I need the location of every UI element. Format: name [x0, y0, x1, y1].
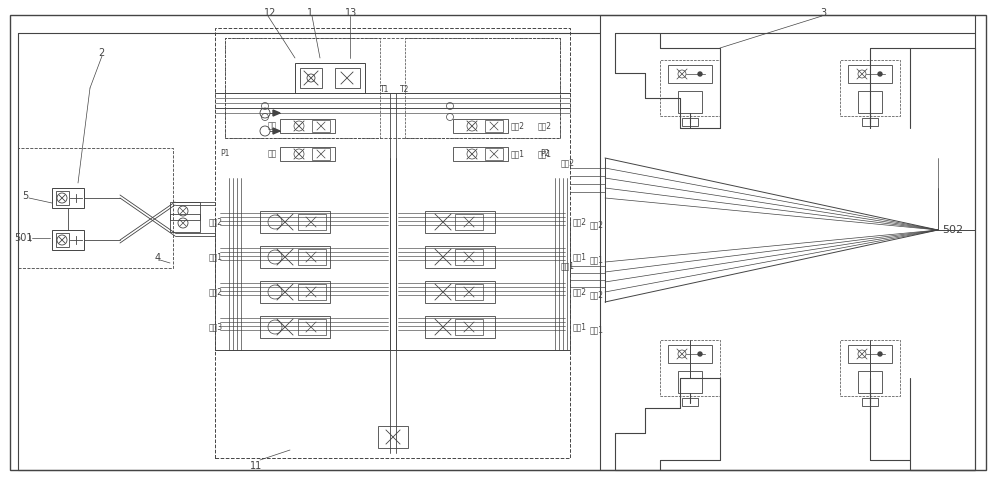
Bar — [840, 340, 900, 396]
Circle shape — [878, 352, 882, 356]
Bar — [300, 68, 322, 88]
Text: T1: T1 — [380, 85, 390, 95]
Bar — [668, 65, 712, 83]
Bar — [18, 148, 173, 268]
Text: 3: 3 — [820, 8, 826, 18]
Bar — [225, 38, 560, 138]
Bar — [660, 340, 720, 396]
Text: 4: 4 — [155, 253, 161, 263]
Bar — [858, 371, 882, 393]
Bar — [668, 345, 712, 363]
Bar — [862, 118, 878, 126]
Text: 夹压2: 夹压2 — [511, 122, 524, 130]
Bar — [52, 188, 84, 208]
Bar — [335, 68, 360, 88]
Bar — [455, 249, 483, 265]
Text: 桩桩2: 桩桩2 — [590, 221, 604, 229]
Bar — [56, 191, 69, 205]
Text: 502: 502 — [942, 225, 963, 235]
Bar — [452, 119, 508, 133]
Polygon shape — [273, 110, 280, 116]
Bar — [298, 214, 326, 230]
Bar — [405, 38, 560, 138]
Circle shape — [878, 72, 882, 76]
Polygon shape — [273, 128, 280, 134]
Bar — [280, 147, 334, 161]
Bar — [280, 119, 334, 133]
Text: 501: 501 — [14, 233, 32, 243]
Bar — [260, 316, 330, 338]
Text: 2: 2 — [98, 48, 104, 58]
Text: 桩桩1: 桩桩1 — [573, 252, 587, 262]
Bar — [312, 120, 330, 132]
Text: 夹压2: 夹压2 — [561, 159, 575, 167]
Text: 左夹1: 左夹1 — [573, 323, 587, 331]
Bar — [840, 60, 900, 116]
Bar — [260, 211, 330, 233]
Bar — [660, 60, 720, 116]
Text: 左夹2: 左夹2 — [209, 287, 223, 297]
Bar — [225, 38, 380, 138]
Bar — [682, 398, 698, 406]
Text: 夹压1: 夹压1 — [561, 262, 575, 270]
Bar — [425, 281, 495, 303]
Bar — [52, 230, 84, 250]
Text: 5: 5 — [22, 191, 28, 201]
Bar — [56, 233, 69, 247]
Bar — [848, 65, 892, 83]
Bar — [425, 246, 495, 268]
Bar — [378, 426, 408, 448]
Text: P2: P2 — [541, 148, 550, 158]
Text: 13: 13 — [345, 8, 357, 18]
Text: 11: 11 — [250, 461, 262, 471]
Text: 左夹2: 左夹2 — [573, 287, 587, 297]
Text: 夹桩1: 夹桩1 — [209, 252, 223, 262]
Text: 1: 1 — [307, 8, 313, 18]
Text: 左夹2: 左夹2 — [590, 290, 604, 300]
Text: 燎缸: 燎缸 — [267, 122, 276, 130]
Bar — [312, 148, 330, 160]
Text: 12: 12 — [264, 8, 276, 18]
Bar — [485, 148, 503, 160]
Bar — [862, 398, 878, 406]
Text: 左夹3: 左夹3 — [209, 323, 223, 331]
Text: 左夹1: 左夹1 — [590, 325, 604, 334]
Circle shape — [698, 352, 702, 356]
Bar — [298, 284, 326, 300]
Bar — [678, 371, 702, 393]
Text: 桩桩1: 桩桩1 — [590, 256, 604, 264]
Bar — [298, 249, 326, 265]
Text: 夹压2: 夹压2 — [538, 122, 552, 130]
Bar — [455, 284, 483, 300]
Bar — [455, 319, 483, 335]
Bar — [678, 91, 702, 113]
Bar — [170, 214, 200, 232]
Bar — [295, 63, 365, 93]
Text: T2: T2 — [400, 85, 410, 95]
Bar — [858, 91, 882, 113]
Bar — [455, 214, 483, 230]
Text: P1: P1 — [220, 148, 229, 158]
Bar — [425, 211, 495, 233]
Bar — [215, 28, 570, 458]
Bar — [298, 319, 326, 335]
Bar — [425, 316, 495, 338]
Text: 夹桩2: 夹桩2 — [209, 218, 223, 226]
Text: 桩桩2: 桩桩2 — [573, 218, 587, 226]
Text: 主压: 主压 — [267, 149, 276, 159]
Bar — [600, 15, 975, 470]
Bar — [260, 246, 330, 268]
Bar — [260, 281, 330, 303]
Bar — [682, 118, 698, 126]
Text: 夹压1: 夹压1 — [511, 149, 524, 159]
Circle shape — [698, 72, 702, 76]
Bar — [170, 202, 200, 220]
Bar — [452, 147, 508, 161]
Bar — [485, 120, 503, 132]
Bar — [848, 345, 892, 363]
Text: 夹压1: 夹压1 — [538, 149, 552, 159]
